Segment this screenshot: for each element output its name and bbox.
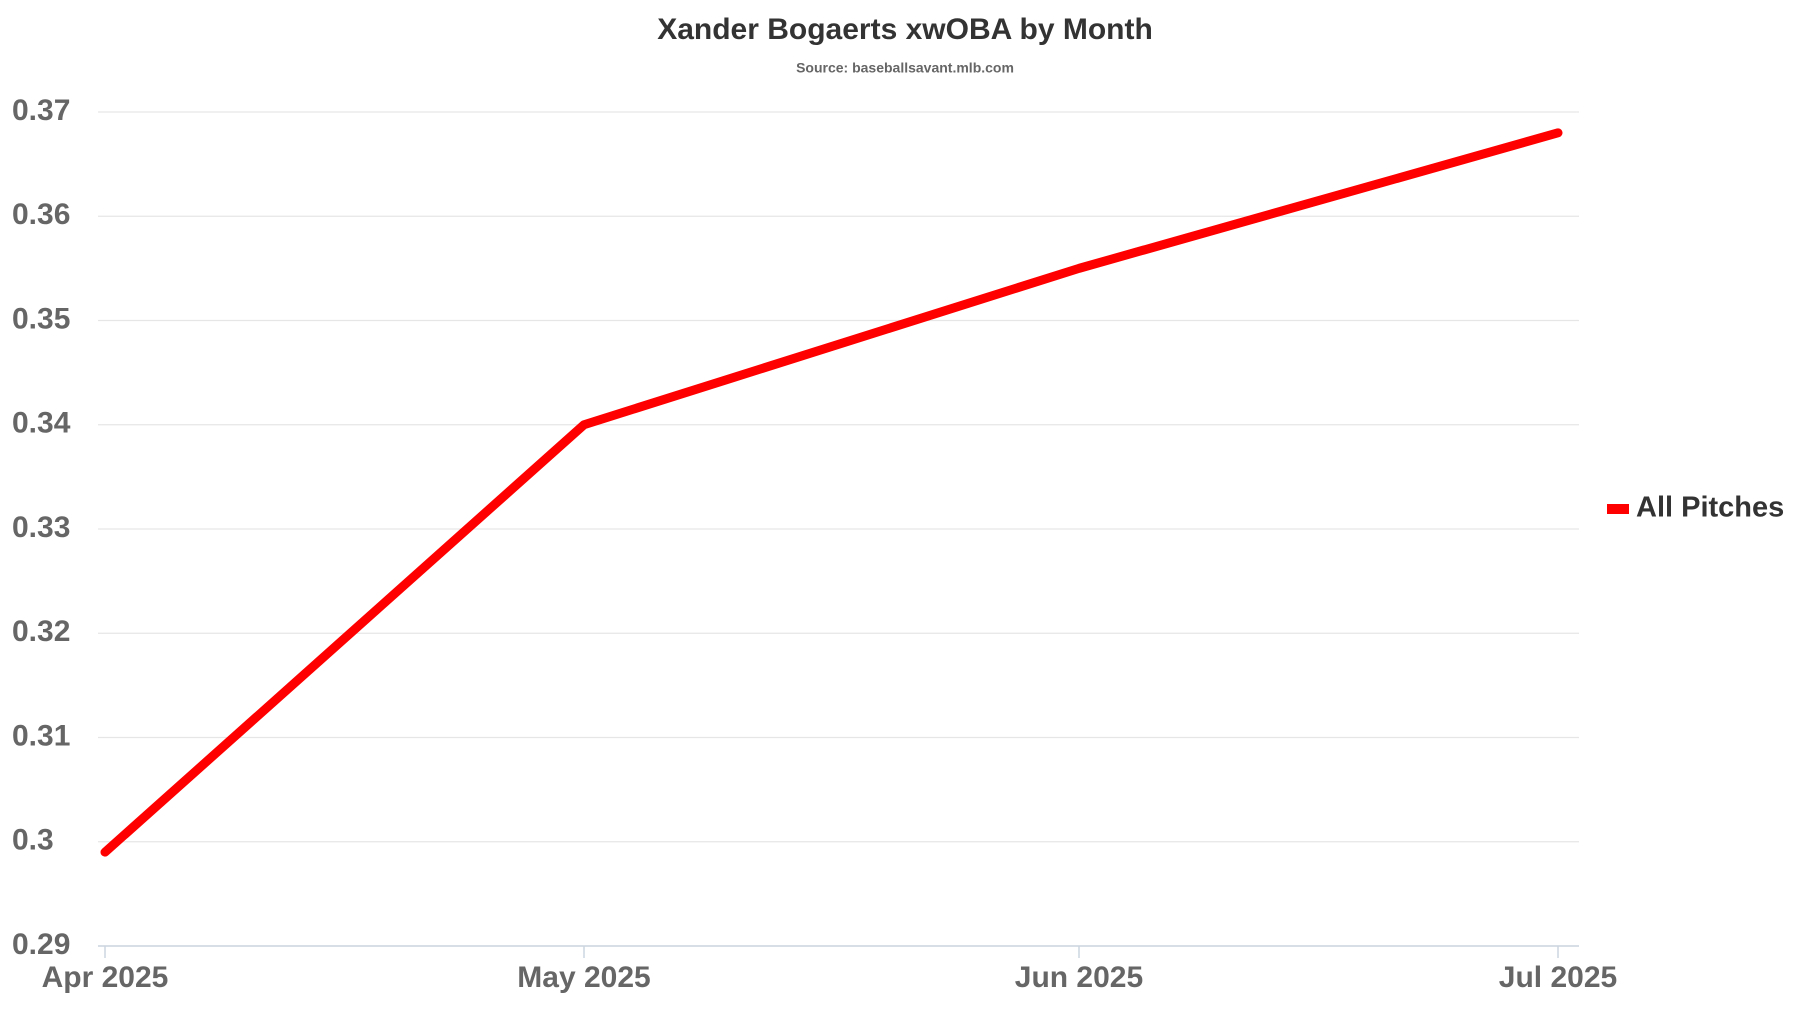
y-tick-label: 0.32 bbox=[12, 615, 70, 648]
y-tick-label: 0.3 bbox=[12, 824, 54, 857]
y-tick-label: 0.34 bbox=[12, 407, 71, 440]
y-tick-label: 0.33 bbox=[12, 511, 70, 544]
chart-subtitle: Source: baseballsavant.mlb.com bbox=[796, 60, 1014, 76]
x-tick-label: May 2025 bbox=[517, 961, 650, 994]
data-line bbox=[100, 128, 1563, 857]
y-tick-label: 0.31 bbox=[12, 719, 70, 752]
x-tick-label: Apr 2025 bbox=[42, 961, 169, 994]
legend-swatch bbox=[1607, 504, 1629, 514]
y-tick-label: 0.36 bbox=[12, 198, 70, 231]
y-tick-label: 0.37 bbox=[12, 94, 70, 127]
y-tick-label: 0.35 bbox=[12, 302, 70, 335]
y-tick-label: 0.29 bbox=[12, 928, 70, 961]
x-tick-label: Jul 2025 bbox=[1499, 961, 1617, 994]
legend-label: All Pitches bbox=[1636, 492, 1784, 524]
x-tick-label: Jun 2025 bbox=[1015, 961, 1143, 994]
chart-title: Xander Bogaerts xwOBA by Month bbox=[657, 13, 1153, 46]
